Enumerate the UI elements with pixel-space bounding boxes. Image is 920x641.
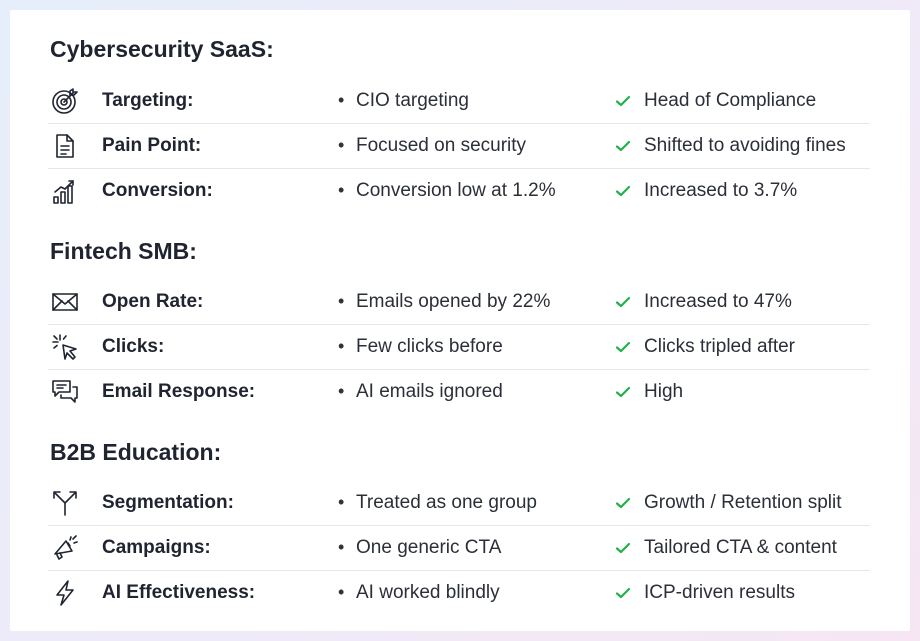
before-value: Treated as one group xyxy=(356,491,537,513)
document-icon xyxy=(50,131,80,161)
list-item: Targeting: • CIO targeting Head of Compl… xyxy=(48,78,870,124)
list-item: Pain Point: • Focused on security Shifte… xyxy=(48,123,870,169)
bullet: • xyxy=(338,582,345,602)
row-label: Conversion: xyxy=(102,179,213,201)
before-value: Emails opened by 22% xyxy=(356,290,551,312)
row-label: Campaigns: xyxy=(102,536,211,558)
bullet: • xyxy=(338,135,345,155)
cursor-click-icon xyxy=(50,332,80,362)
envelope-icon xyxy=(50,287,80,317)
after-value: Increased to 3.7% xyxy=(644,179,798,201)
list-item: Segmentation: • Treated as one group Gro… xyxy=(48,480,870,526)
list-item: Conversion: • Conversion low at 1.2% Inc… xyxy=(48,168,870,213)
content-card: Cybersecurity SaaS: Targeting: • CIO tar… xyxy=(10,10,910,631)
after-value: ICP-driven results xyxy=(644,581,795,603)
check-icon xyxy=(615,497,631,508)
row-label: Segmentation: xyxy=(102,491,234,513)
before-value: AI worked blindly xyxy=(356,581,500,603)
list-item: Campaigns: • One generic CTA Tailored CT… xyxy=(48,525,870,571)
row-label: Pain Point: xyxy=(102,134,202,156)
check-icon xyxy=(615,587,631,598)
before-value: Focused on security xyxy=(356,134,527,156)
chat-bubbles-icon xyxy=(50,377,80,407)
check-icon xyxy=(615,95,631,106)
after-value: Shifted to avoiding fines xyxy=(644,134,846,156)
bullet: • xyxy=(338,537,345,557)
check-icon xyxy=(615,185,631,196)
row-label: Targeting: xyxy=(102,89,194,111)
after-value: High xyxy=(644,380,684,402)
before-value: AI emails ignored xyxy=(356,380,503,402)
bullet: • xyxy=(338,90,345,110)
split-arrows-icon xyxy=(50,488,80,518)
after-value: Clicks tripled after xyxy=(644,335,795,357)
list-item: Email Response: • AI emails ignored High xyxy=(48,369,870,414)
after-value: Head of Compliance xyxy=(644,89,817,111)
bullet: • xyxy=(338,381,345,401)
after-value: Growth / Retention split xyxy=(644,491,842,513)
list-item: Clicks: • Few clicks before Clicks tripl… xyxy=(48,324,870,370)
row-label: Email Response: xyxy=(102,380,256,402)
growth-chart-icon xyxy=(50,176,80,206)
section-title-cybersecurity: Cybersecurity SaaS: xyxy=(50,36,274,62)
lightning-icon xyxy=(50,578,80,608)
row-label: AI Effectiveness: xyxy=(102,581,256,603)
before-value: Conversion low at 1.2% xyxy=(356,179,556,201)
before-value: CIO targeting xyxy=(356,89,469,111)
bullet: • xyxy=(338,336,345,356)
list-item: AI Effectiveness: • AI worked blindly IC… xyxy=(48,570,870,615)
list-item: Open Rate: • Emails opened by 22% Increa… xyxy=(48,279,870,325)
check-icon xyxy=(615,386,631,397)
megaphone-icon xyxy=(50,533,80,563)
target-icon xyxy=(50,86,80,116)
check-icon xyxy=(615,296,631,307)
check-icon xyxy=(615,542,631,553)
section-title-b2b-education: B2B Education: xyxy=(50,439,222,465)
before-value: Few clicks before xyxy=(356,335,503,357)
check-icon xyxy=(615,341,631,352)
row-label: Clicks: xyxy=(102,335,165,357)
section-title-fintech: Fintech SMB: xyxy=(50,238,197,264)
before-value: One generic CTA xyxy=(356,536,502,558)
bullet: • xyxy=(338,492,345,512)
row-label: Open Rate: xyxy=(102,290,204,312)
after-value: Tailored CTA & content xyxy=(644,536,837,558)
bullet: • xyxy=(338,180,345,200)
check-icon xyxy=(615,140,631,151)
after-value: Increased to 47% xyxy=(644,290,792,312)
bullet: • xyxy=(338,291,345,311)
